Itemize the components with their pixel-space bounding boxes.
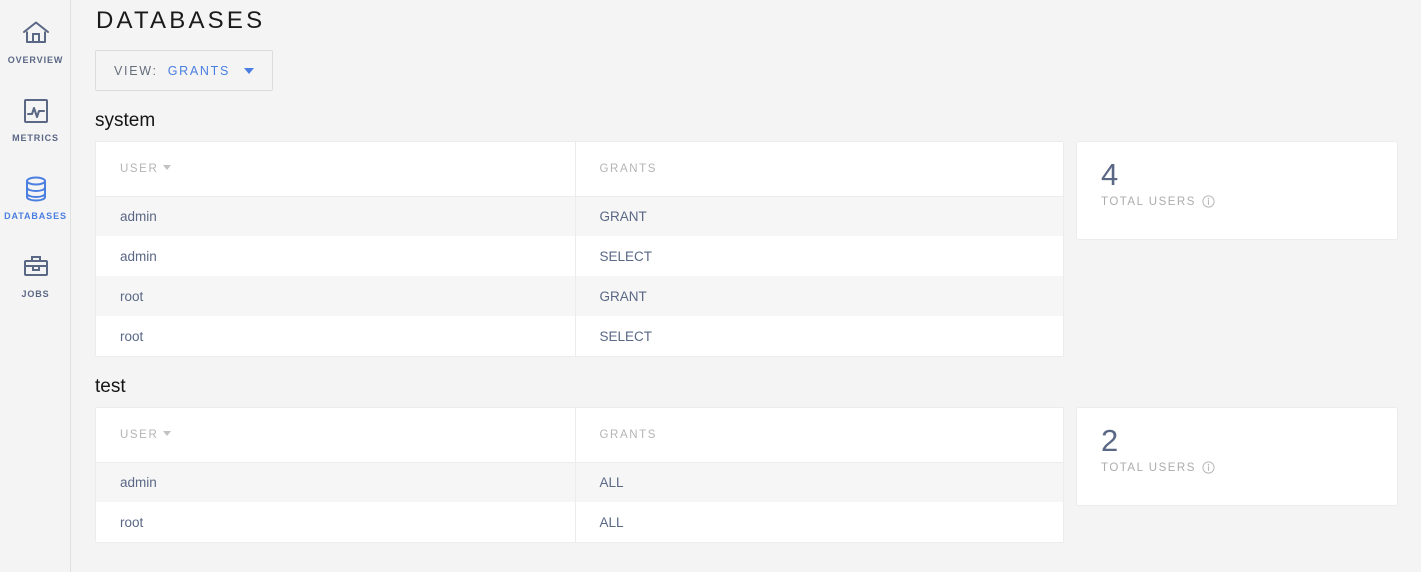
table-row[interactable]: root GRANT xyxy=(96,276,1063,316)
table-row[interactable]: root SELECT xyxy=(96,316,1063,356)
cell-grants: ALL xyxy=(575,462,1063,502)
total-users-label-row: TOTAL USERS xyxy=(1101,461,1373,474)
info-circle-icon[interactable] xyxy=(1202,195,1215,208)
table-row[interactable]: root ALL xyxy=(96,502,1063,542)
table-head: USER GRANTS xyxy=(96,142,1063,197)
sort-desc-icon[interactable] xyxy=(163,431,172,437)
total-users-label: TOTAL USERS xyxy=(1101,461,1196,474)
grants-table: USER GRANTS admin GRANT xyxy=(96,142,1063,356)
total-users-label-row: TOTAL USERS xyxy=(1101,195,1373,208)
home-icon xyxy=(22,16,50,50)
cell-grants: GRANT xyxy=(575,196,1063,236)
database-icon xyxy=(24,172,48,206)
sidebar-item-databases[interactable]: DATABASES xyxy=(0,164,71,242)
sidebar-item-label: METRICS xyxy=(12,133,59,143)
view-toolbar: VIEW: GRANTS xyxy=(95,50,1397,91)
total-users-value: 2 xyxy=(1101,423,1119,458)
view-selector-label: VIEW: xyxy=(114,63,158,78)
cell-grants: GRANT xyxy=(575,276,1063,316)
cell-user: admin xyxy=(96,236,576,276)
sidebar-item-label: OVERVIEW xyxy=(7,55,64,65)
sidebar-item-overview[interactable]: OVERVIEW xyxy=(0,8,71,86)
cell-user: admin xyxy=(96,462,576,502)
grants-table-container: USER GRANTS admin GRANT xyxy=(95,141,1064,357)
briefcase-icon xyxy=(22,250,50,284)
total-users-value: 4 xyxy=(1101,157,1119,192)
table-row[interactable]: admin GRANT xyxy=(96,196,1063,236)
column-header-grants[interactable]: GRANTS xyxy=(575,142,1063,197)
grants-table: USER GRANTS admin ALL r xyxy=(96,408,1063,542)
chart-icon xyxy=(22,94,50,128)
info-circle-icon[interactable] xyxy=(1202,461,1215,474)
total-users-card: 2 TOTAL USERS xyxy=(1076,407,1398,506)
cell-user: admin xyxy=(96,196,576,236)
view-selector-value: GRANTS xyxy=(167,63,230,78)
sidebar-item-label: JOBS xyxy=(21,289,50,299)
column-header-user[interactable]: USER xyxy=(96,408,576,463)
table-row[interactable]: admin ALL xyxy=(96,462,1063,502)
table-header-row: USER GRANTS xyxy=(96,142,1063,197)
sidebar-item-jobs[interactable]: JOBS xyxy=(0,242,71,320)
cell-grants: ALL xyxy=(575,502,1063,542)
table-header-row: USER GRANTS xyxy=(96,408,1063,463)
column-header-user-label: USER xyxy=(120,162,159,175)
column-header-grants[interactable]: GRANTS xyxy=(575,408,1063,463)
database-name-heading: system xyxy=(95,110,156,131)
main-content: DATABASES VIEW: GRANTS system USER xyxy=(71,0,1421,572)
database-section-system: USER GRANTS admin GRANT xyxy=(95,141,1398,357)
sidebar-item-metrics[interactable]: METRICS xyxy=(0,86,71,164)
page-title: DATABASES xyxy=(96,7,266,34)
view-selector-button[interactable]: VIEW: GRANTS xyxy=(95,50,273,91)
cell-user: root xyxy=(96,316,576,356)
table-body: admin ALL root ALL xyxy=(96,462,1063,542)
sidebar: OVERVIEW METRICS DATABASES xyxy=(0,0,71,572)
table-row[interactable]: admin SELECT xyxy=(96,236,1063,276)
column-header-grants-label: GRANTS xyxy=(599,428,658,441)
table-body: admin GRANT admin SELECT root GRANT ro xyxy=(96,196,1063,356)
total-users-card: 4 TOTAL USERS xyxy=(1076,141,1398,240)
column-header-user[interactable]: USER xyxy=(96,142,576,197)
cell-user: root xyxy=(96,276,576,316)
sidebar-item-label: DATABASES xyxy=(4,211,67,221)
column-header-grants-label: GRANTS xyxy=(599,162,658,175)
chevron-down-icon xyxy=(244,67,254,74)
cell-user: root xyxy=(96,502,576,542)
grants-table-container: USER GRANTS admin ALL r xyxy=(95,407,1064,543)
column-header-user-label: USER xyxy=(120,428,159,441)
table-head: USER GRANTS xyxy=(96,408,1063,463)
total-users-label: TOTAL USERS xyxy=(1101,195,1196,208)
cell-grants: SELECT xyxy=(575,236,1063,276)
database-section-test: USER GRANTS admin ALL r xyxy=(95,407,1398,543)
cell-grants: SELECT xyxy=(575,316,1063,356)
sort-desc-icon[interactable] xyxy=(163,165,172,171)
database-name-heading: test xyxy=(95,376,126,397)
